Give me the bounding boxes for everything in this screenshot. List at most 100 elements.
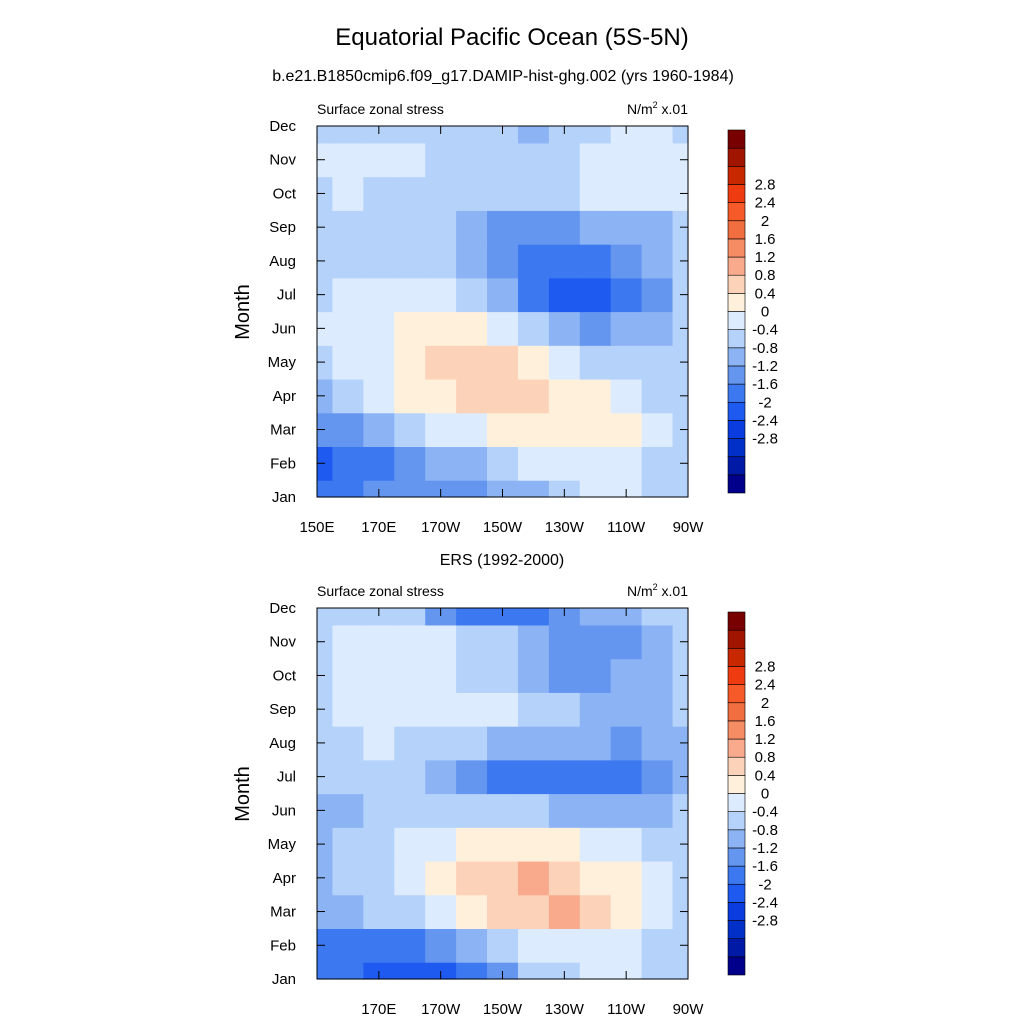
panel-top-cell-Oct-170W xyxy=(425,176,457,211)
panel-top-cell-Oct-110W xyxy=(610,176,643,211)
panel-top-colorbar-box xyxy=(727,184,746,203)
panel-bottom-left-label: Surface zonal stress xyxy=(317,583,444,599)
panel-top-colorbar-box xyxy=(727,202,746,222)
panel-top-cell-Jan-170E xyxy=(363,480,395,498)
panel-bottom-cell-Mar-130W xyxy=(548,894,581,930)
panel-top-cell-Aug-120W xyxy=(579,244,612,279)
panel-bottom-cell-Aug-180 xyxy=(394,726,426,761)
panel-top-cell-Feb-150W xyxy=(487,446,519,481)
panel-top-cell-Apr-130W xyxy=(548,378,581,414)
panel-top-colorbar-label: -1.2 xyxy=(752,358,778,375)
panel-bottom-cell-Feb-130W xyxy=(548,928,581,963)
panel-bottom-cell-Aug-130W xyxy=(548,726,581,761)
panel-top-cell-Dec-100W xyxy=(641,126,674,144)
panel-top-colorbar-box xyxy=(727,256,746,276)
panel-bottom-cell-Dec-170E xyxy=(363,608,395,626)
panel-top-cell-Nov-130W xyxy=(548,142,581,178)
panel-top-cell-Feb-170W xyxy=(425,446,457,481)
panel-top-cell-Dec-170W xyxy=(425,126,457,144)
panel-top-cell-Mar-180 xyxy=(394,412,426,448)
panel-bottom-colorbar-box xyxy=(727,666,746,685)
panel-bottom-cell-Nov-140W xyxy=(517,624,550,660)
panel-top-colorbar-label: -2.4 xyxy=(752,412,778,429)
panel-top-cell-Nov-160W xyxy=(456,142,488,178)
panel-top-cell-Aug-150E xyxy=(317,244,334,279)
panel-top-colorbar-box xyxy=(727,147,746,167)
panel-top-cell-Sep-150E xyxy=(317,210,334,245)
panel-bottom-cell-May-140W xyxy=(517,827,550,862)
panel-bottom-cell-Jun-130W xyxy=(548,793,581,828)
panel-top-cell-Aug-180 xyxy=(394,244,426,279)
panel-bottom-cell-Dec-100W xyxy=(641,608,674,626)
panel-bottom-cell-Aug-150E xyxy=(317,726,334,761)
panel-bottom-cell-Jun-150W xyxy=(487,793,519,828)
panel-top-cell-Jul-160E xyxy=(332,277,364,313)
panel-top-colorbar-label: -1.6 xyxy=(752,376,778,393)
panel-bottom-cell-Jan-150E xyxy=(317,962,334,980)
panel-bottom-cell-Apr-100W xyxy=(641,860,674,896)
panel-top-cell-Apr-150E xyxy=(317,378,334,414)
panel-top-left-label: Surface zonal stress xyxy=(317,101,444,117)
panel-top-ytick-label: Sep xyxy=(269,219,296,236)
panel-bottom-cell-Sep-140W xyxy=(517,692,550,727)
panel-bottom-cell-Apr-160E xyxy=(332,860,364,896)
panel-bottom-colorbar-box xyxy=(727,702,746,722)
panel-bottom-cell-Sep-110W xyxy=(610,692,643,727)
panel-bottom-cell-Apr-110W xyxy=(610,860,643,896)
panel-top-cell-Aug-170W xyxy=(425,244,457,279)
panel-top-xtick-label: 170E xyxy=(361,519,396,536)
panel-bottom-cell-Feb-160W xyxy=(456,928,488,963)
panel-top-cell-Nov-180 xyxy=(394,142,426,178)
panel-bottom-cell-Jan-110W xyxy=(610,962,643,980)
panel-top-colorbar-box xyxy=(727,383,746,403)
panel-bottom-colorbar-label: 0 xyxy=(761,786,769,803)
panel-top-cell-Mar-110W xyxy=(610,412,643,448)
panel-bottom-ytick-label: Dec xyxy=(269,600,296,617)
panel-bottom-cell-Apr-150E xyxy=(317,860,334,896)
panel-bottom-cell-Jul-170W xyxy=(425,759,457,795)
panel-bottom-cell-Apr-170E xyxy=(363,860,395,896)
panel-bottom-colorbar-box xyxy=(727,883,746,903)
panel-bottom-cell-Jul-170E xyxy=(363,759,395,795)
panel-bottom-cell-May-170W xyxy=(425,827,457,862)
panel-bottom-ytick-label: Sep xyxy=(269,701,296,718)
panel-top-cell-Apr-160E xyxy=(332,378,364,414)
panel-top-ytick-label: Feb xyxy=(270,455,296,472)
panel-bottom-colorbar-box xyxy=(727,829,746,849)
panel-bottom-cell-Dec-150E xyxy=(317,608,334,626)
panel-bottom-cell-Jul-150E xyxy=(317,759,334,795)
panel-bottom-colorbar-box xyxy=(727,756,746,776)
panel-top-cell-Dec-130W xyxy=(548,126,581,144)
panel-top-ytick-label: Nov xyxy=(269,152,296,169)
panel-bottom-cell-Jan-170E xyxy=(363,962,395,980)
panel-top-xtick-label: 110W xyxy=(607,519,646,536)
panel-top-cell-Aug-110W xyxy=(610,244,643,279)
panel-bottom-cell-Nov-150E xyxy=(317,624,334,660)
panel-top-xtick-label: 90W xyxy=(673,519,705,536)
panel-bottom-cell-Jun-160E xyxy=(332,793,364,828)
panel-bottom-cell-Oct-110W xyxy=(610,658,643,693)
panel-bottom-cell-Mar-120W xyxy=(579,894,612,930)
panel-bottom-cell-Oct-130W xyxy=(548,658,581,693)
panel-top-cell-Jun-100W xyxy=(641,311,674,346)
panel-bottom-cell-Nov-130W xyxy=(548,624,581,660)
panel-bottom-colorbar-box xyxy=(727,793,746,812)
panel-top-cell-Oct-160W xyxy=(456,176,488,211)
panel-top-cell-Jun-140W xyxy=(517,311,550,346)
panel-top-colorbar-box xyxy=(727,220,746,240)
panel-bottom-cell-Feb-170E xyxy=(363,928,395,963)
panel-top-cell-Aug-160E xyxy=(332,244,364,279)
panel-bottom-colorbar-box xyxy=(727,956,746,976)
panel-bottom-cell-May-150W xyxy=(487,827,519,862)
panel-bottom-cell-Jan-150W xyxy=(487,962,519,980)
panel-bottom-cell-Aug-170W xyxy=(425,726,457,761)
panel-bottom-ytick-label: Aug xyxy=(269,735,296,752)
panel-top-cell-Sep-120W xyxy=(579,210,612,245)
panel-top-cell-Sep-130W xyxy=(548,210,581,245)
panel-top-cell-Oct-120W xyxy=(579,176,612,211)
panel-bottom-colorbar-box xyxy=(727,811,746,831)
panel-top-colorbar-box xyxy=(727,474,746,494)
panel-bottom-cell-Jun-180 xyxy=(394,793,426,828)
panel-top-cell-Jul-110W xyxy=(610,277,643,313)
panel-top-cell-May-170W xyxy=(425,345,457,380)
